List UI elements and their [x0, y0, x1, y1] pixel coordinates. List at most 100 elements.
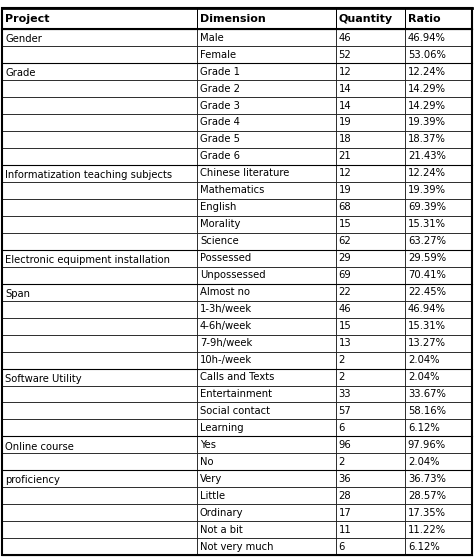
Bar: [2, 487, 197, 504]
Text: 1-3h/week: 1-3h/week: [200, 304, 252, 314]
Bar: [336, 335, 405, 352]
Bar: [405, 386, 472, 402]
Bar: [2, 46, 197, 63]
Text: Grade 4: Grade 4: [200, 118, 240, 127]
Bar: [336, 487, 405, 504]
Bar: [2, 402, 197, 420]
Text: 69: 69: [338, 270, 351, 280]
Bar: [2, 199, 197, 216]
Bar: [336, 521, 405, 538]
Bar: [336, 97, 405, 114]
Bar: [2, 538, 197, 555]
Bar: [197, 368, 336, 386]
Text: 46: 46: [338, 304, 351, 314]
Text: 6.12%: 6.12%: [408, 423, 439, 433]
Text: 2: 2: [338, 372, 345, 382]
Bar: [2, 504, 197, 521]
Bar: [197, 233, 336, 250]
Bar: [336, 63, 405, 80]
Text: 46.94%: 46.94%: [408, 304, 446, 314]
Bar: [2, 148, 197, 165]
Text: Grade 3: Grade 3: [200, 100, 240, 110]
Bar: [405, 97, 472, 114]
Text: 6: 6: [338, 423, 345, 433]
Bar: [336, 386, 405, 402]
Bar: [405, 131, 472, 148]
Text: 58.16%: 58.16%: [408, 406, 446, 416]
Bar: [2, 29, 197, 46]
Text: 70.41%: 70.41%: [408, 270, 446, 280]
Text: 6.12%: 6.12%: [408, 542, 439, 552]
Bar: [405, 80, 472, 97]
Text: 15.31%: 15.31%: [408, 321, 446, 331]
Bar: [336, 29, 405, 46]
Bar: [197, 402, 336, 420]
Bar: [197, 487, 336, 504]
Bar: [197, 335, 336, 352]
Text: 13.27%: 13.27%: [408, 338, 446, 348]
Bar: [197, 199, 336, 216]
Bar: [2, 182, 197, 199]
Bar: [405, 402, 472, 420]
Text: Grade 5: Grade 5: [200, 134, 240, 145]
Bar: [2, 318, 197, 335]
Bar: [2, 131, 197, 148]
Text: proficiency: proficiency: [5, 475, 60, 485]
Text: 62: 62: [338, 236, 351, 246]
Bar: [405, 318, 472, 335]
Text: Learning: Learning: [200, 423, 244, 433]
Text: 7-9h/week: 7-9h/week: [200, 338, 252, 348]
Text: 21.43%: 21.43%: [408, 151, 446, 161]
Text: Very: Very: [200, 474, 222, 484]
Bar: [2, 368, 197, 386]
Bar: [197, 420, 336, 436]
Text: 22.45%: 22.45%: [408, 287, 446, 297]
Bar: [2, 80, 197, 97]
Text: 52: 52: [338, 50, 351, 60]
Text: 15: 15: [338, 219, 351, 229]
Bar: [405, 521, 472, 538]
Bar: [405, 148, 472, 165]
Text: 46: 46: [338, 32, 351, 42]
Bar: [197, 114, 336, 131]
Text: 12: 12: [338, 66, 351, 76]
Bar: [2, 250, 197, 267]
Text: Ordinary: Ordinary: [200, 508, 244, 518]
Text: 2: 2: [338, 457, 345, 467]
Text: 28: 28: [338, 491, 351, 501]
Bar: [405, 165, 472, 182]
Bar: [405, 352, 472, 368]
Bar: [336, 420, 405, 436]
Bar: [405, 420, 472, 436]
Text: 19: 19: [338, 185, 351, 195]
Text: Chinese literature: Chinese literature: [200, 169, 289, 179]
Bar: [197, 63, 336, 80]
Bar: [336, 352, 405, 368]
Bar: [197, 470, 336, 487]
Bar: [336, 504, 405, 521]
Text: 19.39%: 19.39%: [408, 185, 446, 195]
Bar: [336, 199, 405, 216]
Bar: [336, 402, 405, 420]
Bar: [336, 368, 405, 386]
Text: 12: 12: [338, 169, 351, 179]
Text: 11: 11: [338, 525, 351, 535]
Text: 14.29%: 14.29%: [408, 84, 446, 94]
Text: 28.57%: 28.57%: [408, 491, 446, 501]
Text: 19: 19: [338, 118, 351, 127]
Text: 2.04%: 2.04%: [408, 457, 439, 467]
Bar: [2, 233, 197, 250]
Text: 36.73%: 36.73%: [408, 474, 446, 484]
Text: 2.04%: 2.04%: [408, 372, 439, 382]
Bar: [336, 8, 405, 29]
Text: 12.24%: 12.24%: [408, 66, 446, 76]
Bar: [197, 80, 336, 97]
Text: Unpossessed: Unpossessed: [200, 270, 265, 280]
Bar: [197, 8, 336, 29]
Bar: [2, 8, 197, 29]
Text: No: No: [200, 457, 213, 467]
Bar: [405, 114, 472, 131]
Bar: [405, 335, 472, 352]
Bar: [336, 131, 405, 148]
Text: 53.06%: 53.06%: [408, 50, 446, 60]
